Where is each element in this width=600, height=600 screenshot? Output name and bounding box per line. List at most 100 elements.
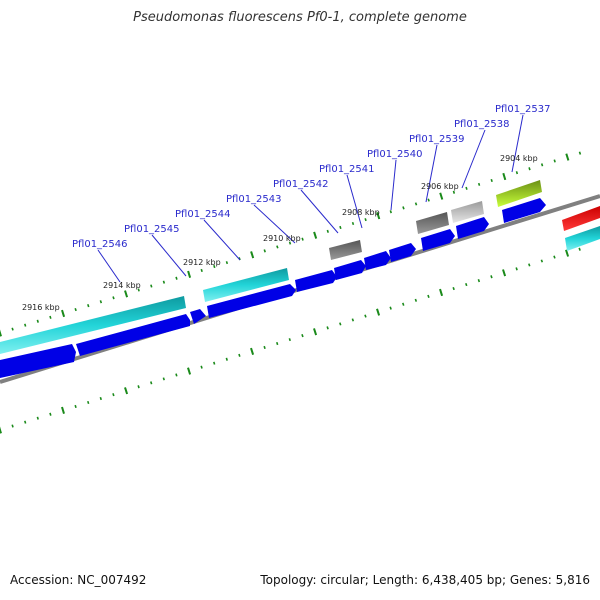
- minor-tick: [339, 322, 342, 326]
- major-tick: [502, 269, 507, 277]
- minor-tick: [515, 267, 518, 271]
- minor-tick: [36, 319, 39, 323]
- cds-arrow-9: [421, 229, 455, 251]
- minor-tick: [553, 159, 556, 163]
- minor-tick: [490, 275, 493, 279]
- minor-tick: [49, 315, 52, 319]
- minor-tick: [74, 404, 77, 409]
- minor-tick: [465, 186, 468, 190]
- gene-label: Pfl01_2537: [495, 104, 551, 115]
- minor-tick: [515, 171, 519, 175]
- minor-tick: [162, 377, 165, 381]
- genome-summary-text: Topology: circular; Length: 6,438,405 bp…: [260, 573, 590, 587]
- minor-tick: [301, 334, 304, 338]
- minor-tick: [11, 327, 14, 331]
- feature-red: [562, 206, 600, 231]
- minor-tick: [288, 241, 292, 245]
- minor-tick: [351, 318, 355, 322]
- minor-tick: [87, 304, 90, 308]
- minor-tick: [87, 400, 90, 405]
- minor-tick: [414, 202, 418, 206]
- minor-tick: [427, 294, 430, 298]
- major-tick: [250, 251, 255, 259]
- cds-arrow-3: [190, 309, 206, 324]
- major-tick: [376, 212, 381, 220]
- cds-track: [0, 198, 546, 378]
- ruler-label: 2912 kbp: [183, 258, 221, 267]
- minor-tick: [452, 286, 455, 291]
- minor-tick: [263, 345, 266, 350]
- major-tick: [313, 231, 318, 239]
- minor-tick: [528, 167, 531, 171]
- minor-tick: [99, 300, 103, 304]
- minor-tick: [540, 259, 544, 263]
- cds-arrow-6: [334, 260, 366, 280]
- major-tick: [187, 270, 192, 278]
- major-tick: [124, 290, 129, 298]
- minor-tick: [11, 424, 14, 428]
- cds-arrow-8: [389, 243, 416, 262]
- cds-arrow-1: [0, 344, 76, 378]
- major-tick: [250, 347, 255, 356]
- minor-tick: [326, 326, 329, 330]
- ruler-label: 2908 kbp: [342, 208, 380, 217]
- minor-tick: [263, 249, 266, 253]
- gene-label: Pfl01_2539: [409, 134, 465, 145]
- minor-tick: [301, 237, 304, 241]
- minor-tick: [99, 396, 102, 401]
- major-tick: [439, 288, 444, 297]
- gene-label: Pfl01_2545: [124, 224, 180, 235]
- feature-dark-grey-1: [329, 240, 362, 260]
- minor-tick: [402, 206, 405, 210]
- feature-dark-grey-2: [416, 212, 449, 234]
- minor-tick: [490, 178, 493, 183]
- minor-tick: [389, 306, 392, 310]
- cds-arrow-5: [295, 270, 337, 292]
- minor-tick: [276, 245, 279, 249]
- minor-tick: [213, 361, 216, 365]
- minor-tick: [112, 393, 115, 397]
- minor-tick: [351, 221, 355, 226]
- major-tick: [0, 329, 2, 337]
- minor-tick: [137, 385, 140, 389]
- minor-tick: [137, 288, 140, 292]
- minor-tick: [276, 341, 279, 346]
- minor-tick: [200, 365, 203, 369]
- accession-text: Accession: NC_007492: [10, 573, 147, 587]
- ruler-label: 2910 kbp: [263, 234, 301, 243]
- cds-arrow-7: [364, 251, 391, 270]
- minor-tick: [150, 381, 153, 385]
- major-tick: [0, 426, 2, 434]
- minor-tick: [540, 163, 544, 167]
- minor-tick: [162, 280, 166, 284]
- minor-tick: [213, 264, 216, 269]
- gene-label: Pfl01_2546: [72, 239, 128, 250]
- feature-light-grey: [451, 201, 484, 223]
- gene-label-leaders: [97, 114, 524, 283]
- minor-tick: [528, 263, 531, 267]
- map-title: Pseudomonas fluorescens Pf0-1, complete …: [133, 10, 467, 25]
- gene-label: Pfl01_2540: [367, 149, 423, 160]
- ruler-labels: 2904 kbp 2906 kbp 2908 kbp 2910 kbp 2912…: [22, 154, 538, 312]
- ruler-label: 2914 kbp: [103, 281, 141, 290]
- minor-tick: [24, 420, 27, 424]
- major-tick: [124, 387, 129, 395]
- minor-tick: [175, 373, 178, 377]
- minor-tick: [112, 296, 115, 300]
- feature-cyan-middle: [203, 268, 289, 302]
- minor-tick: [402, 302, 405, 306]
- feature-cyan-left: [0, 296, 186, 354]
- minor-tick: [364, 314, 367, 318]
- major-tick: [565, 153, 570, 161]
- minor-tick: [364, 218, 367, 222]
- minor-tick: [49, 412, 52, 416]
- major-tick: [376, 308, 381, 316]
- minor-tick: [477, 279, 481, 283]
- minor-tick: [74, 307, 77, 312]
- minor-tick: [175, 276, 178, 280]
- minor-tick: [24, 323, 27, 327]
- minor-tick: [150, 284, 153, 288]
- minor-tick: [326, 229, 329, 233]
- minor-tick: [553, 255, 556, 259]
- minor-tick: [288, 338, 291, 342]
